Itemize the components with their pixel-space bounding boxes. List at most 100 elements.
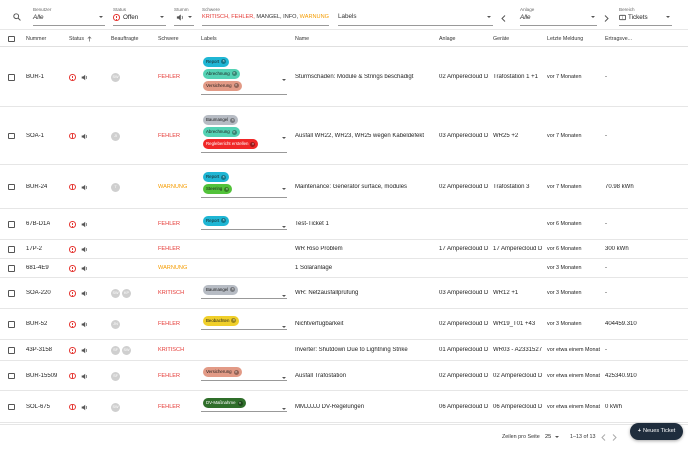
close-icon[interactable]: × [231,71,237,76]
row-checkbox[interactable] [8,290,15,297]
avatar[interactable]: SW [111,73,120,82]
col-beauftragte[interactable]: Beauftragte [111,36,139,42]
avatar[interactable]: SW [111,402,120,412]
chevron-down-icon[interactable] [282,225,286,228]
avatar[interactable]: T [111,182,120,192]
chevron-left-icon[interactable] [501,15,506,22]
chevron-down-icon[interactable] [282,325,286,328]
table-row[interactable]: BUR-15509 SF FEHLER Versicherung × Ausfall Tr… [0,361,688,391]
label-chip[interactable]: Reglebericht erstellen × [203,139,259,149]
chevron-down-icon[interactable] [555,436,559,438]
chevron-down-icon[interactable] [282,137,286,139]
col-anlage[interactable]: Anlage [439,36,456,42]
table-row[interactable]: BUR-1 SW FEHLER Report × Abrechnung × Versicher… [0,48,688,107]
label-chip[interactable]: Versicherung × [203,367,242,377]
label-chip-text: Versicherung [206,369,232,374]
label-chip[interactable]: Abrechnung × [203,68,240,79]
table-row[interactable]: 43P-3158 SF SW KRITISCH Inverter: Shutdown D… [0,340,688,361]
avatar[interactable]: SW [111,289,120,298]
arrow-up-icon[interactable] [87,36,92,42]
chevron-right-icon[interactable] [604,15,609,22]
row-checkbox[interactable] [8,265,15,272]
select-all-checkbox[interactable] [8,35,15,42]
avatar[interactable]: SF [111,371,120,381]
chevron-left-icon[interactable] [601,434,606,441]
col-ertragsverlust[interactable]: Ertragsve... [605,36,633,42]
chevron-down-icon[interactable] [282,377,286,379]
row-checkbox[interactable] [8,372,15,379]
speaker-icon[interactable] [81,265,88,272]
speaker-icon[interactable] [81,290,88,297]
col-schwere[interactable]: Schwere [158,36,179,42]
speaker-icon[interactable] [81,133,88,140]
new-ticket-button[interactable]: + Neues Ticket [630,423,683,440]
speaker-icon[interactable] [81,321,88,328]
close-icon[interactable]: × [221,218,227,223]
speaker-icon[interactable] [81,221,88,228]
close-icon[interactable]: × [231,318,237,323]
label-chip[interactable]: Baumangel × [203,284,239,295]
speaker-icon[interactable] [81,246,88,253]
chevron-down-icon[interactable] [282,78,286,81]
label-chip[interactable]: Report × [203,172,230,182]
col-letzte-meldung[interactable]: Letzte Meldung [547,36,584,42]
chevron-right-icon[interactable] [612,434,617,441]
col-labels[interactable]: Labels [201,36,217,42]
row-checkbox[interactable] [8,403,15,410]
speaker-icon[interactable] [81,373,88,380]
label-chip[interactable]: Steering × [203,184,233,194]
row-checkbox[interactable] [8,221,15,228]
table-row[interactable]: 67B-D1A FEHLER Report × Test-Ticket 1 vor 6 M… [0,209,688,240]
avatar[interactable]: KP [122,289,131,298]
close-icon[interactable]: × [233,83,239,88]
close-icon[interactable]: × [237,400,243,406]
close-icon[interactable]: × [231,129,237,135]
avatar[interactable]: SW [122,346,131,355]
chevron-down-icon [99,16,103,18]
close-icon[interactable]: × [230,117,236,123]
speaker-icon[interactable] [81,74,88,81]
label-chip[interactable]: Abrechnung × [203,127,240,137]
row-checkbox[interactable] [8,74,15,81]
row-checkbox[interactable] [8,347,15,354]
table-row[interactable]: BUR-24 T WARNUNG Report × Steering × Maintenanc… [0,165,688,209]
row-checkbox[interactable] [8,321,15,328]
row-checkbox[interactable] [8,183,15,190]
speaker-icon[interactable] [81,404,88,411]
table-row[interactable]: SOL-675 SW FEHLER DV-Maßnahme × MMJJJJJ DV-Re… [0,391,688,423]
close-icon[interactable]: × [224,186,230,192]
close-icon[interactable]: × [221,174,227,180]
label-chip[interactable]: Versicherung × [203,80,242,91]
close-icon[interactable]: × [230,287,236,292]
table-row[interactable]: SOA-1 JI FEHLER Baumangel × Abrechnung × Regleb… [0,107,688,165]
label-chip[interactable]: Report × [203,215,230,226]
col-name[interactable]: Name [295,36,310,42]
label-chip[interactable]: Report × [203,56,230,67]
speaker-icon[interactable] [81,184,88,191]
table-row[interactable]: 17P-2 FEHLER WR Riso Problem 17 Amperecloud… [0,240,688,259]
rows-per-page-select[interactable]: 25 [545,434,552,440]
letzte-meldung-cell: vor 3 Monaten [547,290,582,296]
speaker-icon[interactable] [81,347,88,354]
close-icon[interactable]: × [233,369,239,375]
chevron-down-icon[interactable] [282,188,286,190]
label-chip[interactable]: Beobachten × [203,315,240,326]
col-geraete[interactable]: Geräte [493,36,510,42]
label-chip[interactable]: DV-Maßnahme × [203,398,246,408]
table-row[interactable]: 681-4E9 WARNUNG 1 Solaranlage vor 3 Monaten… [0,259,688,278]
close-icon[interactable]: × [221,59,227,64]
col-nummer[interactable]: Nummer [26,36,47,42]
avatar[interactable]: JN [111,320,120,329]
row-checkbox[interactable] [8,246,15,253]
avatar[interactable]: SF [111,346,120,355]
label-chip[interactable]: Baumangel × [203,115,239,125]
chevron-down-icon[interactable] [282,408,286,410]
avatar[interactable]: JI [111,131,120,141]
search-icon[interactable] [13,13,21,21]
chevron-down-icon[interactable] [282,294,286,297]
close-icon[interactable]: × [250,141,256,147]
col-status[interactable]: Status [69,36,85,42]
table-row[interactable]: SOA-220 SW KP KRITISCH Baumangel × WR: Netzaus… [0,278,688,309]
table-row[interactable]: BUR-52 JN FEHLER Beobachten × Nichtverfügbark… [0,309,688,340]
row-checkbox[interactable] [8,132,15,139]
